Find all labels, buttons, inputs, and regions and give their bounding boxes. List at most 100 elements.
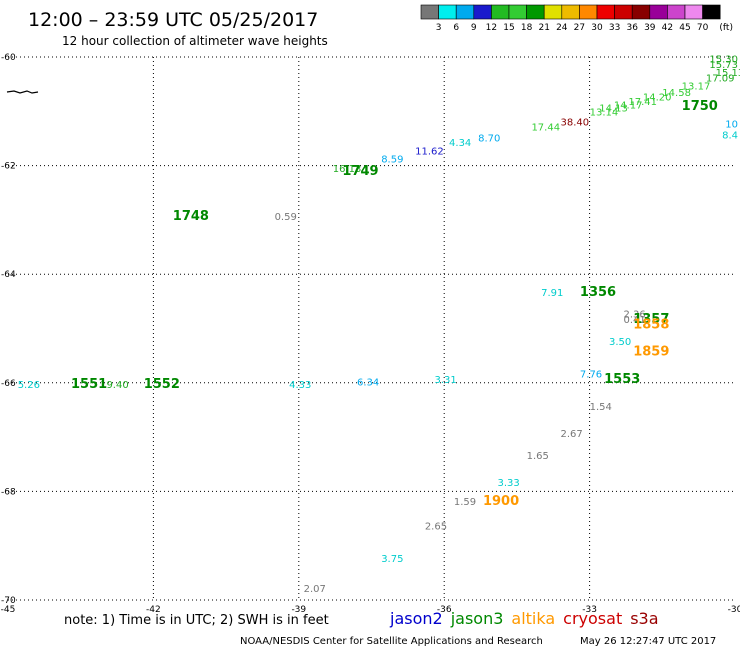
colorbar-swatch [702,4,721,20]
wave-height-label: 8.70 [478,134,500,145]
colorbar-swatch [579,4,598,20]
pass-time-label: 1900 [483,494,519,509]
coastline-fragment [6,90,39,94]
colorbar-swatch [649,4,668,20]
wave-height-label: 1.54 [590,402,612,413]
wave-height-label: 19.40 [100,380,129,391]
satellite-legend-item: cryosat [563,609,622,628]
wave-height-label: 14.58 [662,88,691,99]
pass-time-label: 1858 [633,318,669,333]
wave-height-label: 3.31 [435,375,457,386]
colorbar-label: 30 [591,23,603,33]
colorbar-label: 45 [679,23,690,33]
y-tick-label: -66 [1,379,16,389]
colorbar-label: 39 [644,23,656,33]
colorbar-label: 33 [609,23,620,33]
colorbar-swatch [614,4,633,20]
colorbar-label: 3 [436,23,442,33]
satellite-legend: jason2 jason3 altika cryosat s3a [389,609,659,628]
colorbar-swatch [667,4,686,20]
colorbar-label: 24 [556,23,568,33]
x-tick-label: -39 [291,605,306,615]
wave-height-label: 14.17 [614,101,643,112]
y-tick-label: -68 [1,487,16,497]
wave-height-label: 4.34 [449,138,471,149]
footer-timestamp: May 26 12:27:47 UTC 2017 [580,636,716,647]
x-tick-label: -45 [1,605,16,615]
colorbar-swatch [438,4,457,20]
wave-height-label: 5.26 [18,380,40,391]
x-tick-label: -36 [437,605,452,615]
chart-subtitle: 12 hour collection of altimeter wave hei… [62,34,328,48]
x-tick-label: -42 [146,605,161,615]
colorbar-swatch [631,4,651,20]
colorbar-label: 15 [503,23,514,33]
pass-time-label: 1357 [633,312,669,327]
colorbar-label: 12 [486,23,497,33]
wave-height-label: 3.50 [609,337,631,348]
wave-height-label: 13.14 [590,108,619,119]
colorbar-label: 36 [626,23,638,33]
footer-credit: NOAA/NESDIS Center for Satellite Applica… [240,636,543,647]
wave-height-label: 17.09 [706,73,735,84]
satellite-legend-item: jason3 [450,609,504,628]
colorbar-label: 18 [521,23,533,33]
satellite-legend-item: s3a [630,609,658,628]
colorbar-label: 42 [662,23,673,33]
colorbar-swatch [473,4,492,20]
wave-height-label: 14.13 [599,103,628,114]
satellite-legend-item: jason2 [389,609,443,628]
wave-height-label: 10 [725,120,738,131]
colorbar-swatch [455,4,475,20]
wave-height-label: 38.40 [561,117,590,128]
wave-height-label: 17.41 [628,97,657,108]
colorbar-swatch [596,4,615,20]
axis-tick-labels: -45 -42 -39 -36 -33 -30 -60 -62 -64 -66 -68 -70 [1,53,740,615]
colorbar-swatch [526,4,545,20]
wave-height-label: 0.59 [275,212,297,223]
pass-time-label: 1748 [173,209,209,224]
pass-time-label: 1356 [580,285,616,300]
chart-title: 12:00 – 23:59 UTC 05/25/2017 [28,9,318,31]
wave-height-label: 16.13 [333,164,362,175]
wave-height-label: 17.44 [531,122,560,133]
colorbar-label: 21 [538,23,549,33]
colorbar-unit: (ft) [719,23,733,33]
wave-height-label: 15.73 [709,60,738,71]
y-tick-label: -62 [1,162,16,172]
wave-height-label: 2.65 [425,521,447,532]
wave-height-label: 2.07 [304,584,326,595]
pass-time-label: 1551 [71,377,107,392]
wave-height-label: 7.76 [580,369,602,380]
wave-height-label: 11.62 [415,147,444,158]
wave-height-label: 8.59 [381,154,403,165]
grid-lines [8,56,735,601]
wave-height-label: 7.91 [541,288,563,299]
wave-height-label: 14.20 [643,92,672,103]
colorbar-swatch [543,4,563,20]
wave-height-label: 6.34 [357,378,379,389]
satellite-legend-item: altika [511,609,555,628]
wave-height-label: 15.13 [716,68,740,79]
wave-height-label: 1.65 [527,451,549,462]
colorbar-label: 27 [574,23,585,33]
colorbar-swatch [491,4,510,20]
x-tick-label: -33 [582,605,597,615]
footer-note: note: 1) Time is in UTC; 2) SWH is in fe… [64,613,329,628]
pass-time-label: 1552 [144,377,180,392]
colorbar-swatch [508,4,527,20]
x-tick-label: -30 [728,605,740,615]
wave-height-label: 15.30 [709,54,738,65]
wave-height-label: 3.33 [498,478,520,489]
wave-height-label: 13.17 [682,82,711,93]
colorbar-swatch [561,4,580,20]
pass-time-label: 1553 [604,372,640,387]
colorbar-swatch [420,4,439,20]
y-tick-label: -64 [1,270,16,280]
wave-height-label: 2.67 [561,429,583,440]
wave-height-label: 2.36 [624,310,646,321]
pass-time-label: 1859 [633,345,669,360]
